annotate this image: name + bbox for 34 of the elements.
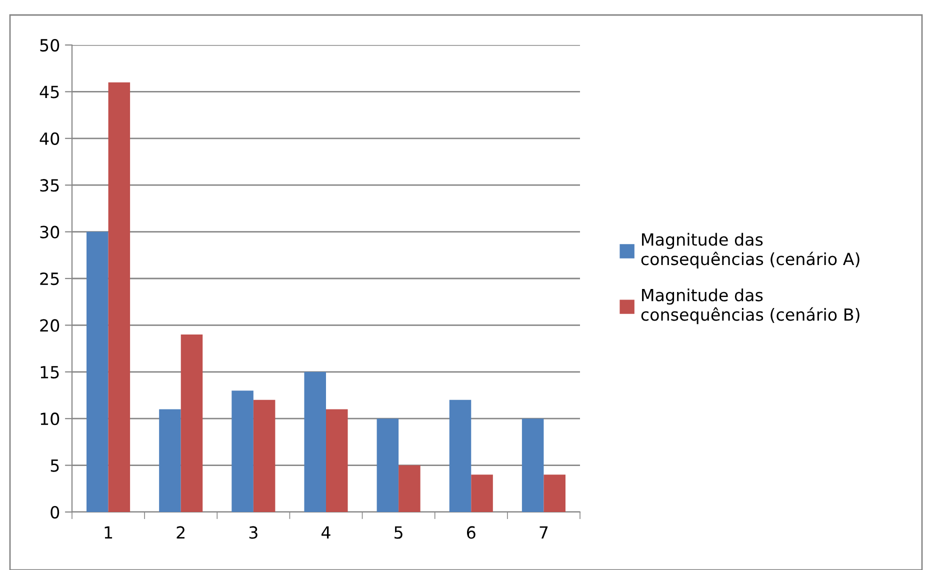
bar — [253, 400, 276, 512]
y-tick-label: 20 — [40, 319, 60, 332]
y-tick-label: 40 — [40, 132, 60, 145]
bar — [449, 400, 472, 512]
y-tick-label: 30 — [40, 226, 60, 238]
bar — [108, 82, 130, 512]
bar — [86, 232, 108, 512]
bar — [471, 474, 493, 512]
legend-label: Magnitude das consequências (cenário A) — [641, 232, 860, 268]
bar — [304, 372, 326, 512]
bar — [326, 409, 348, 512]
x-tick-label: 6 — [467, 526, 476, 539]
y-tick-label: 25 — [40, 272, 59, 286]
bar — [159, 409, 181, 512]
x-tick-label: 1 — [104, 526, 112, 539]
bar — [544, 474, 566, 512]
y-tick-label: 35 — [40, 179, 59, 192]
y-tick-label: 45 — [40, 86, 59, 98]
x-tick-label: 3 — [249, 526, 258, 539]
x-tick-label: 7 — [540, 526, 548, 539]
x-tick-label: 5 — [394, 526, 402, 539]
bar — [522, 418, 544, 512]
x-tick-label: 4 — [322, 526, 330, 539]
y-tick-label: 10 — [40, 412, 60, 426]
y-tick-label: 50 — [40, 38, 60, 52]
bar — [376, 418, 399, 512]
legend-label: Magnitude das consequências (cenário B) — [641, 288, 860, 324]
bar — [398, 465, 420, 512]
y-tick-label: 0 — [50, 506, 60, 519]
bar — [180, 334, 203, 512]
bar — [232, 390, 254, 512]
y-tick-label: 15 — [40, 366, 59, 378]
y-tick-label: 5 — [50, 459, 59, 472]
x-tick-label: 2 — [176, 526, 184, 539]
